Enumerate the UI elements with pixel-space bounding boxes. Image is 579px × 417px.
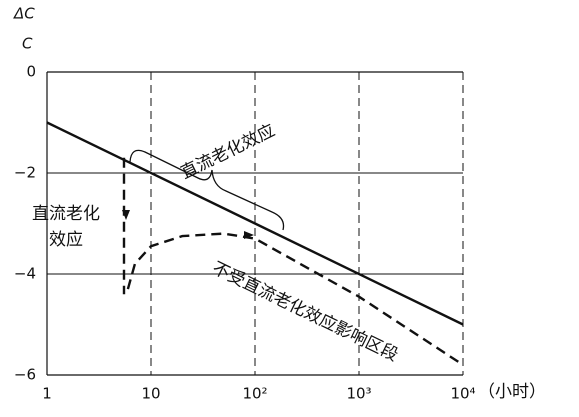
- bracket: [129, 149, 285, 231]
- x-tick-label: 10²: [242, 385, 267, 403]
- left-label: 效应: [49, 230, 83, 250]
- left-label: 直流老化: [32, 204, 100, 224]
- series-line: [126, 232, 464, 366]
- y-label-top: ΔC: [13, 5, 35, 23]
- bracket-label: 直流老化效应: [178, 121, 278, 184]
- y-tick-label: −4: [14, 265, 36, 283]
- x-unit: （小时）: [478, 382, 546, 402]
- y-tick-label: −6: [14, 366, 36, 384]
- series-line: [46, 121, 464, 326]
- x-tick-label: 1: [42, 385, 52, 403]
- x-tick-label: 10³: [346, 385, 371, 403]
- y-tick-label: −2: [14, 164, 36, 182]
- y-label-bottom: C: [22, 35, 33, 53]
- y-tick-label: 0: [26, 63, 36, 81]
- x-tick-label: 10: [141, 385, 160, 403]
- x-tick-label: 10⁴: [450, 385, 475, 403]
